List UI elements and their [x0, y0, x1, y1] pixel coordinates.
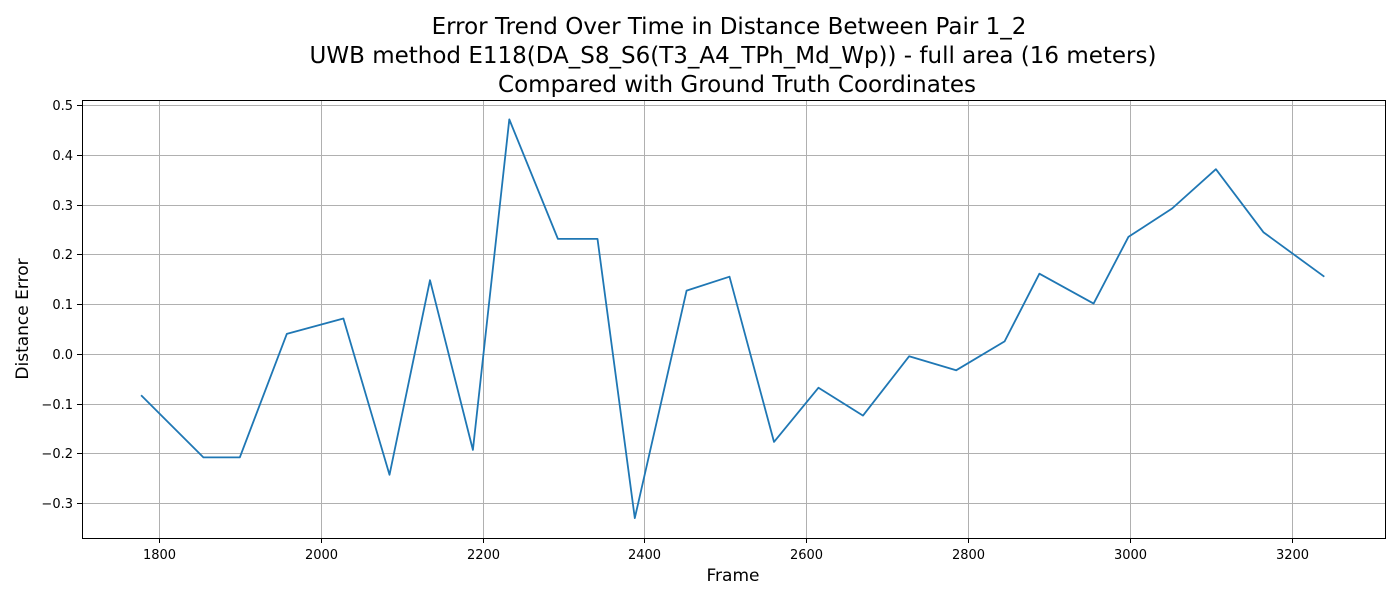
- x-axis-label: Frame: [707, 566, 760, 586]
- gridlines: [82, 100, 1385, 538]
- chart-title-line-2: UWB method E118(DA_S8_S6(T3_A4_TPh_Md_Wp…: [310, 43, 1157, 69]
- x-tick-label: 1800: [143, 548, 176, 563]
- chart-title: Error Trend Over Time in Distance Betwee…: [310, 14, 1157, 98]
- y-tick-label: −0.1: [41, 398, 73, 413]
- series-group: [140, 118, 1325, 519]
- x-tick-label: 2800: [952, 548, 985, 563]
- x-tick-label: 3000: [1114, 548, 1147, 563]
- x-tick-label: 2600: [790, 548, 823, 563]
- x-tick-label: 2400: [628, 548, 661, 563]
- y-tick-label: −0.3: [41, 497, 73, 512]
- chart-title-line-1: Error Trend Over Time in Distance Betwee…: [432, 14, 1027, 40]
- y-tick-label: 0.4: [52, 149, 73, 164]
- y-tick-label: −0.2: [41, 447, 73, 462]
- y-tick-label: 0.5: [52, 99, 73, 114]
- x-tick-label: 2000: [305, 548, 338, 563]
- y-tick-label: 0.3: [52, 199, 73, 214]
- x-tick-label: 2200: [467, 548, 500, 563]
- plot-frame: [82, 100, 1386, 539]
- y-tick-label: 0.1: [52, 298, 73, 313]
- y-tick-label: 0.2: [52, 248, 73, 263]
- series-line: [140, 118, 1325, 519]
- x-axis-ticks: 1800 2000 2200 2400 2600 2800 3000 3200: [143, 538, 1309, 563]
- y-tick-label: 0.0: [52, 348, 73, 363]
- y-axis-ticks: −0.3 −0.2 −0.1 0.0 0.1 0.2 0.3 0.4 0.5: [41, 99, 82, 512]
- y-axis-label: Distance Error: [13, 258, 33, 379]
- x-tick-label: 3200: [1276, 548, 1309, 563]
- chart-title-line-3: Compared with Ground Truth Coordinates: [498, 72, 976, 98]
